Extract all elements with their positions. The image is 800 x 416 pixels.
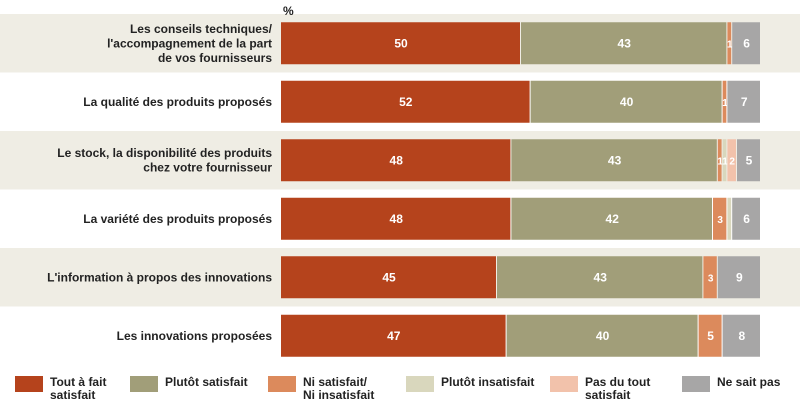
bar-segment	[530, 80, 722, 123]
category-label: Les innovations proposées	[117, 329, 273, 343]
legend-swatch	[130, 376, 158, 392]
legend-item: Pas du tout satisfait	[550, 376, 650, 402]
legend-label: Pas du tout satisfait	[585, 375, 651, 402]
data-label: 1	[717, 156, 723, 167]
category-label: La qualité des produits proposés	[83, 95, 272, 109]
bar-segment	[727, 197, 732, 240]
data-label: 9	[736, 270, 743, 284]
data-label: 8	[738, 329, 745, 343]
data-label: 3	[717, 215, 723, 226]
legend-item: Ni satisfait/ Ni insatisfait	[268, 376, 374, 402]
bar-segment	[703, 256, 717, 299]
data-label: 6	[743, 212, 750, 226]
bar-segment	[717, 139, 722, 182]
bar-segment	[727, 22, 732, 65]
bar-segment	[737, 139, 760, 182]
data-label: 43	[594, 270, 608, 284]
category-label: L'information à propos des innovations	[47, 270, 272, 284]
data-label: 43	[618, 36, 632, 50]
category-label: La variété des produits proposés	[83, 212, 272, 226]
bar-segment	[281, 139, 511, 182]
bar-segment	[281, 197, 511, 240]
data-label: 48	[390, 153, 404, 167]
data-label: 45	[382, 270, 396, 284]
bar-segment	[497, 256, 703, 299]
bar-segment	[722, 139, 727, 182]
data-label: 43	[608, 153, 622, 167]
legend-label: Ne sait pas	[717, 375, 781, 389]
bar-segment	[732, 197, 760, 240]
data-label: 1	[722, 98, 728, 109]
bar-segment	[511, 139, 717, 182]
data-label: 42	[606, 212, 620, 226]
bar-segment	[506, 314, 698, 357]
bar-segment	[727, 80, 760, 123]
bar-segment	[732, 22, 760, 65]
legend-swatch	[406, 376, 434, 392]
legend-label: Ni satisfait/ Ni insatisfait	[303, 375, 375, 402]
data-label: 3	[708, 273, 714, 284]
bar-segment	[521, 22, 727, 65]
bar-segment	[281, 256, 496, 299]
data-label: 7	[741, 95, 748, 109]
unit-label: %	[283, 4, 294, 18]
category-label: Le stock, la disponibilité des produits c…	[57, 146, 272, 175]
data-label: 50	[394, 36, 408, 50]
bar-segment	[717, 256, 760, 299]
bar-segment	[281, 22, 520, 65]
data-label: 47	[387, 329, 401, 343]
legend-label: Tout à fait satisfait	[50, 375, 107, 402]
bar-segment	[281, 80, 530, 123]
data-label: 1	[722, 156, 728, 167]
bar-segment	[713, 197, 727, 240]
data-label: 5	[746, 153, 753, 167]
legend-swatch	[550, 376, 578, 392]
category-label: Les conseils techniques/l'accompagnement…	[107, 22, 273, 65]
data-label: 2	[729, 156, 735, 167]
legend-swatch	[268, 376, 296, 392]
bar-segment	[727, 139, 736, 182]
legend: Tout à fait satisfait Plutôt satisfait Ni …	[0, 370, 800, 416]
data-label: 52	[399, 95, 413, 109]
data-label: 40	[596, 329, 610, 343]
bar-segment	[698, 314, 722, 357]
legend-swatch	[682, 376, 710, 392]
data-label: 1	[727, 39, 733, 50]
legend-item: Plutôt satisfait	[130, 376, 248, 392]
data-label: 40	[620, 95, 634, 109]
data-label: 6	[743, 36, 750, 50]
data-label: 48	[390, 212, 404, 226]
data-label: 5	[707, 329, 714, 343]
bar-segment	[281, 314, 506, 357]
legend-item: Tout à fait satisfait	[15, 376, 106, 402]
legend-item: Ne sait pas	[682, 376, 780, 392]
category-labels: Les conseils techniques/l'accompagnement…	[47, 22, 273, 343]
bar-segment	[722, 80, 727, 123]
legend-item: Plutôt insatisfait	[406, 376, 534, 392]
legend-label: Plutôt satisfait	[165, 375, 248, 389]
bars: 50 43 1 652 40 1 748 43 1 1 2 548 42 3 645 43 3 947 40 5 8	[281, 22, 760, 357]
legend-swatch	[15, 376, 43, 392]
bar-segment	[511, 197, 712, 240]
legend-label: Plutôt insatisfait	[441, 375, 535, 389]
bar-segment	[722, 314, 760, 357]
